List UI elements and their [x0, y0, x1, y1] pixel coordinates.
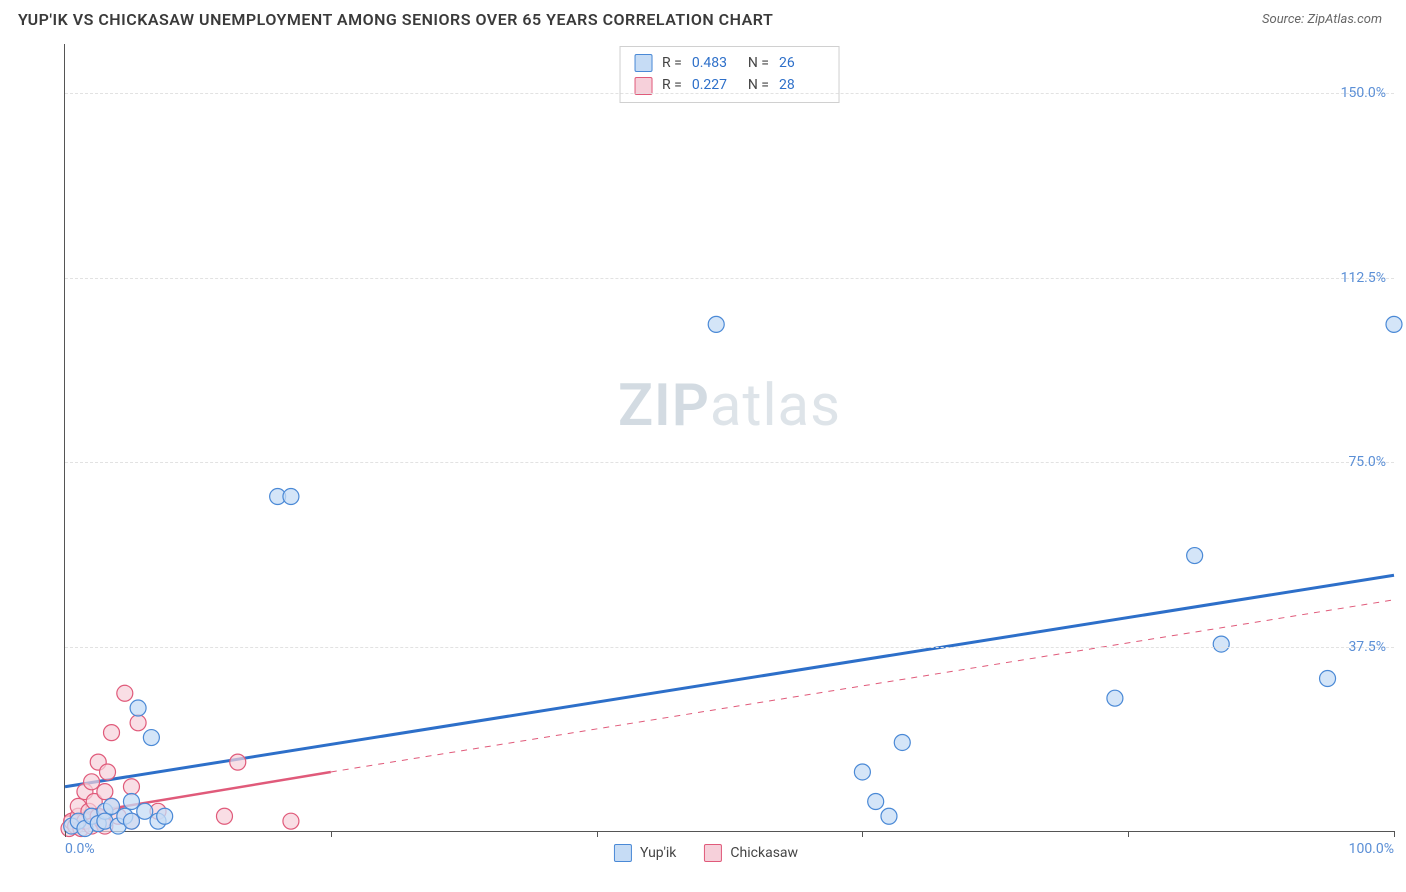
source-name: ZipAtlas.com: [1307, 12, 1382, 27]
point-yupik: [868, 793, 884, 809]
point-yupik: [854, 764, 870, 780]
x-tick-label: 0.0%: [65, 841, 95, 857]
point-yupik: [708, 316, 724, 332]
legend-bottom: Yup'ik Chickasaw: [614, 844, 798, 862]
point-yupik: [157, 808, 173, 824]
x-tick: [1394, 831, 1395, 837]
point-yupik: [881, 808, 897, 824]
point-chickasaw: [130, 715, 146, 731]
x-tick: [331, 831, 332, 837]
point-chickasaw: [97, 784, 113, 800]
point-yupik: [1107, 690, 1123, 706]
gridline: [65, 278, 1394, 279]
point-yupik: [143, 730, 159, 746]
plot-svg: [65, 44, 1394, 831]
point-yupik: [130, 700, 146, 716]
point-yupik: [894, 734, 910, 750]
point-chickasaw: [84, 774, 100, 790]
point-yupik: [1213, 636, 1229, 652]
point-chickasaw: [104, 725, 120, 741]
source-prefix: Source:: [1262, 12, 1307, 27]
source-attribution: Source: ZipAtlas.com: [1262, 12, 1382, 27]
legend-swatch-chickasaw-icon: [704, 844, 722, 862]
chart-title: YUP'IK VS CHICKASAW UNEMPLOYMENT AMONG S…: [18, 10, 773, 29]
legend-swatch-yupik-icon: [614, 844, 632, 862]
legend-label-chickasaw: Chickasaw: [730, 845, 798, 861]
point-yupik: [283, 489, 299, 505]
trendline-yupik: [65, 575, 1394, 787]
y-tick-label: 75.0%: [1348, 454, 1386, 470]
gridline: [65, 647, 1394, 648]
point-chickasaw: [123, 779, 139, 795]
point-chickasaw: [230, 754, 246, 770]
point-yupik: [123, 813, 139, 829]
x-tick: [1128, 831, 1129, 837]
point-chickasaw: [216, 808, 232, 824]
plot-area: ZIPatlas R = 0.483 N = 26 R = 0.227 N = …: [64, 44, 1394, 832]
y-tick-label: 150.0%: [1341, 85, 1386, 101]
point-yupik: [137, 803, 153, 819]
point-yupik: [1187, 548, 1203, 564]
point-yupik: [104, 798, 120, 814]
point-chickasaw: [100, 764, 116, 780]
point-yupik: [1320, 671, 1336, 687]
legend-item-chickasaw: Chickasaw: [704, 844, 798, 862]
x-tick-label: 100.0%: [1349, 841, 1394, 857]
legend-item-yupik: Yup'ik: [614, 844, 676, 862]
point-yupik: [1386, 316, 1402, 332]
point-yupik: [123, 793, 139, 809]
trendline-chickasaw-dash: [331, 600, 1394, 772]
chart-container: Unemployment Among Seniors over 65 years…: [18, 44, 1394, 866]
point-chickasaw: [117, 685, 133, 701]
y-tick-label: 37.5%: [1348, 639, 1386, 655]
point-chickasaw: [283, 813, 299, 829]
x-tick: [862, 831, 863, 837]
x-tick: [65, 831, 66, 837]
gridline: [65, 93, 1394, 94]
gridline: [65, 462, 1394, 463]
x-tick: [597, 831, 598, 837]
y-tick-label: 112.5%: [1341, 270, 1386, 286]
legend-label-yupik: Yup'ik: [640, 845, 676, 861]
